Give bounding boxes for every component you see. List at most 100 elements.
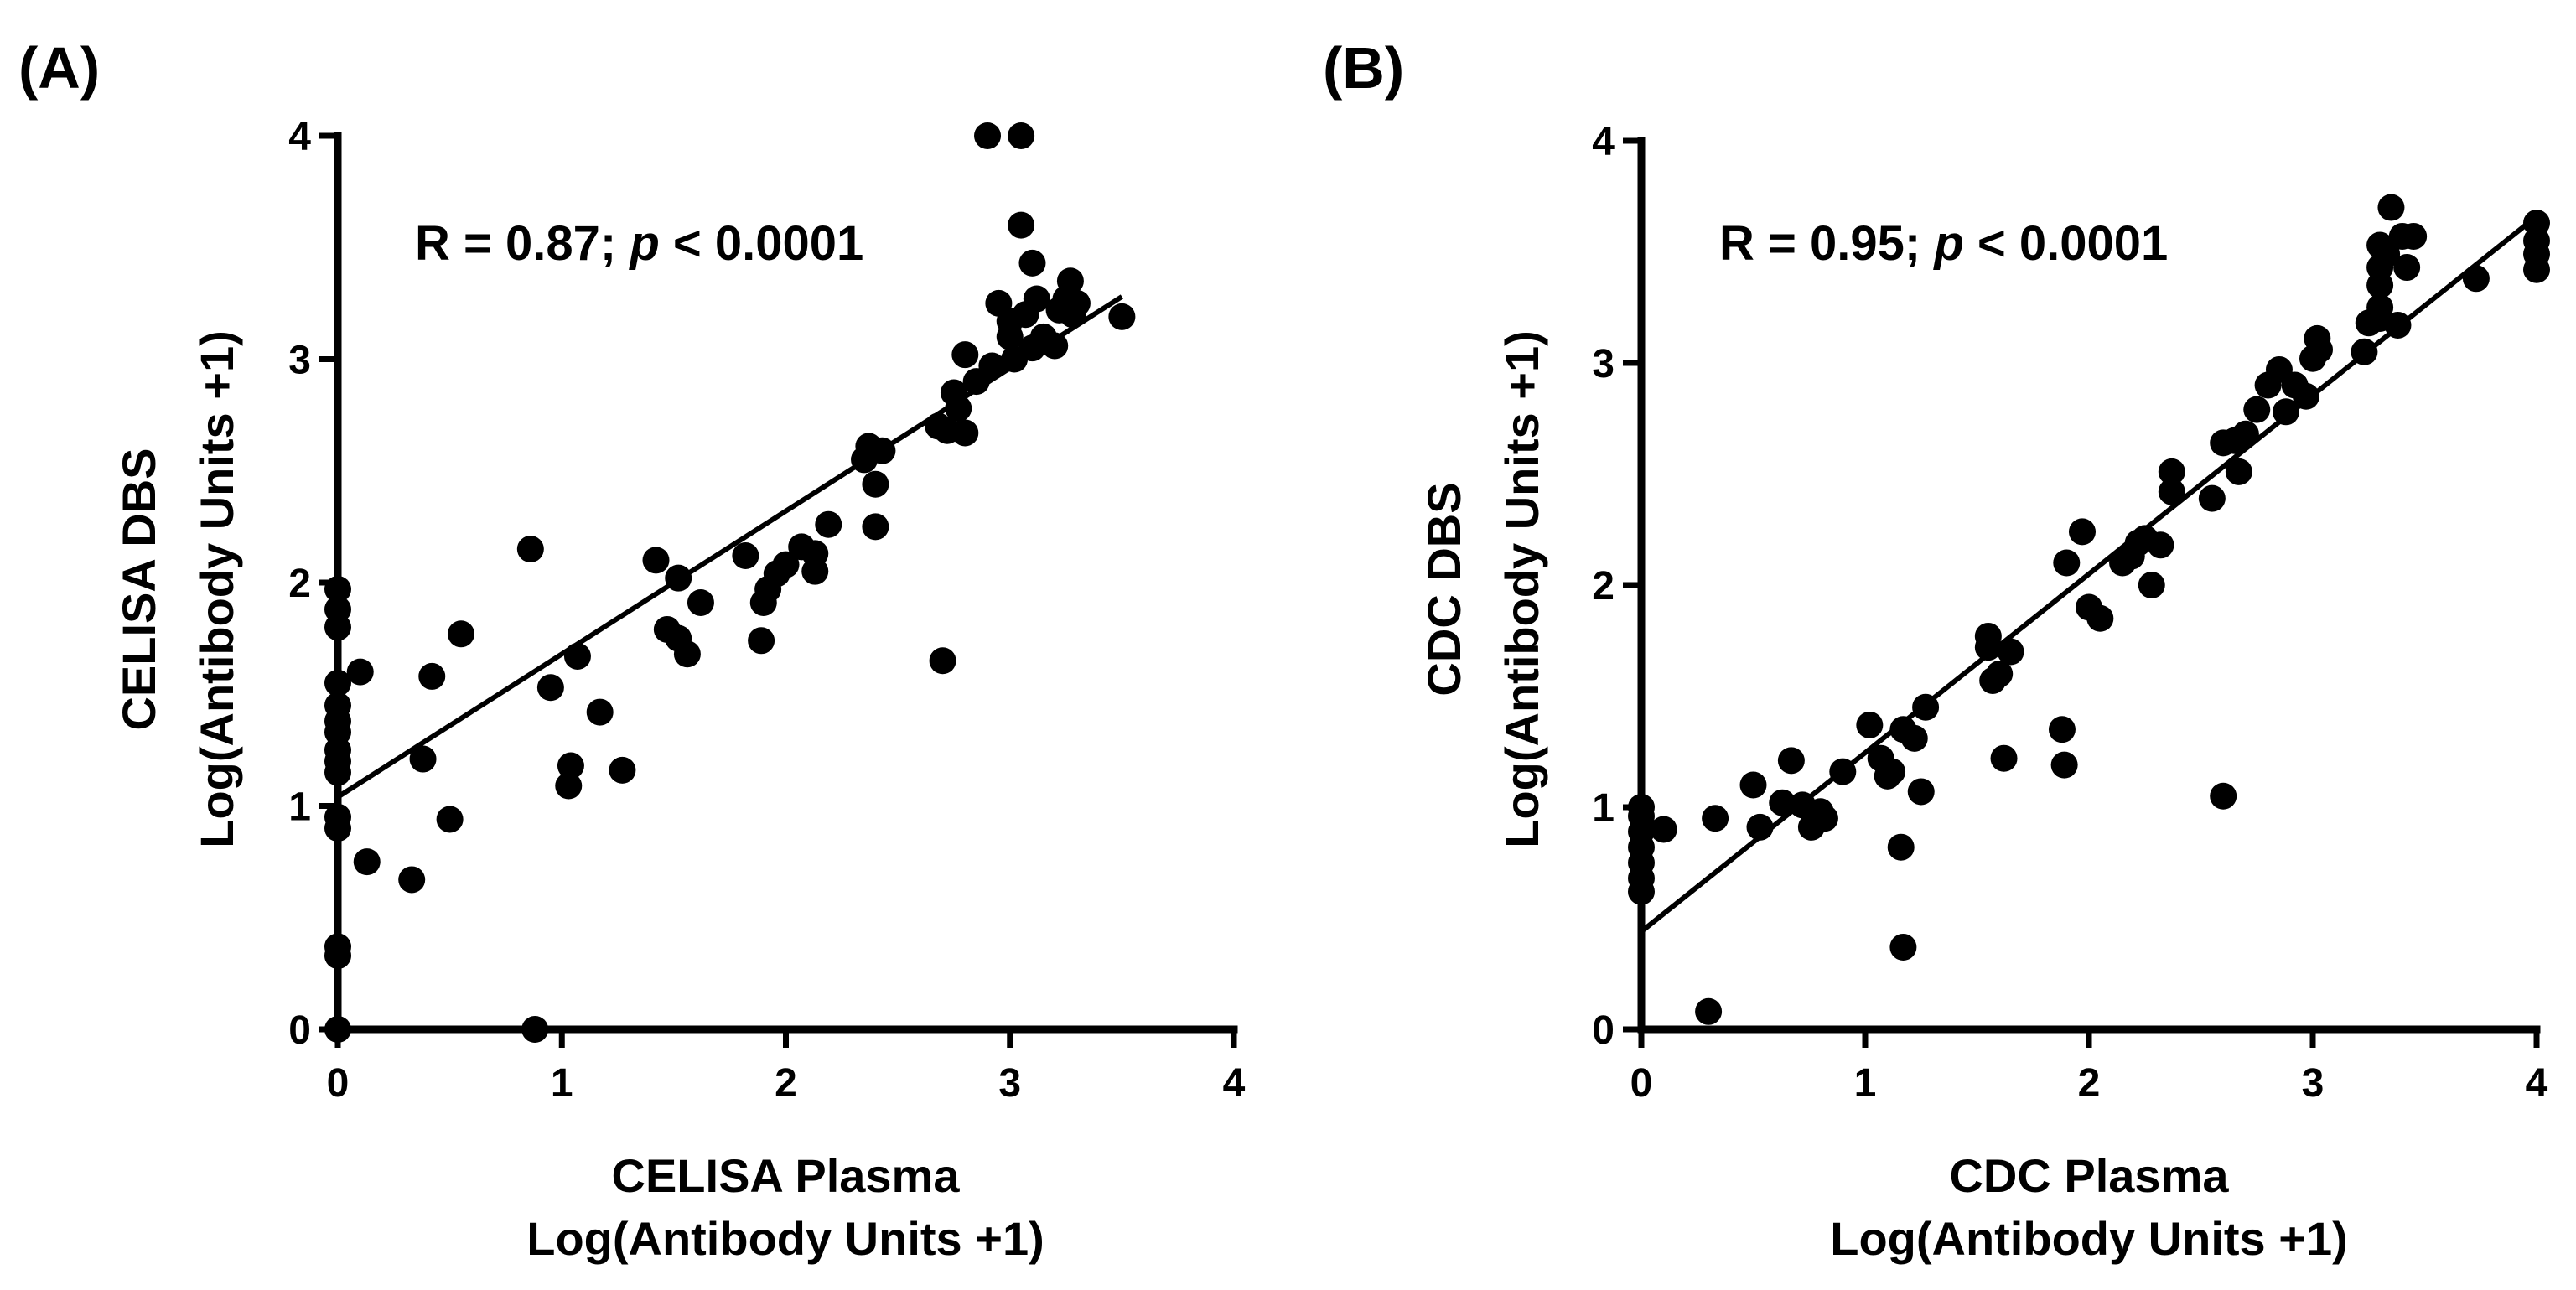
plot-area: 0 1 2 3 4 0 1 2 3 4 (1592, 120, 2550, 1106)
data-point (1650, 816, 1677, 843)
data-point (1900, 724, 1928, 752)
y-axis-title-line2: Log(Antibody Units +1) (190, 330, 243, 848)
data-point (1811, 805, 1838, 832)
data-point (2462, 265, 2490, 293)
data-point (536, 674, 564, 702)
data-point (353, 848, 381, 876)
data-point (2138, 572, 2165, 598)
data-point (2243, 396, 2271, 423)
data-point (951, 419, 979, 447)
x-tick-label: 3 (998, 1061, 1021, 1106)
data-point (945, 395, 972, 422)
data-point (732, 542, 759, 570)
data-point (609, 756, 636, 784)
y-tick-label: 1 (288, 785, 311, 830)
x-tick-label: 0 (1630, 1061, 1653, 1106)
data-point (2158, 478, 2185, 505)
data-point (1628, 794, 1655, 821)
correlation-annotation: R = 0.87; p < 0.0001 (415, 216, 863, 271)
data-point (2158, 458, 2185, 485)
data-point (1889, 933, 1917, 961)
y-tick-label: 4 (1592, 120, 1615, 164)
data-point (1108, 303, 1136, 330)
data-point (2400, 222, 2428, 250)
data-point (815, 510, 842, 538)
data-point (673, 640, 701, 668)
data-point (346, 658, 374, 686)
data-point (1018, 249, 1046, 277)
data-point (1912, 693, 1940, 721)
y-axis-title-line2: Log(Antibody Units +1) (1495, 330, 1548, 848)
data-point (563, 642, 591, 670)
data-point (586, 698, 614, 726)
data-point (1777, 747, 1805, 775)
data-point (398, 866, 426, 894)
data-point (978, 352, 1006, 380)
data-point (409, 745, 437, 773)
data-point (557, 752, 584, 780)
data-point (1056, 267, 1084, 295)
data-point (2292, 382, 2319, 410)
data-point (868, 437, 896, 464)
data-point (2377, 194, 2405, 221)
data-point (2053, 549, 2081, 577)
data-point (2351, 338, 2378, 365)
y-tick-label: 3 (1592, 342, 1615, 386)
data-point (862, 513, 889, 541)
y-tick-label: 0 (288, 1008, 311, 1053)
data-point (2393, 254, 2421, 282)
data-point (748, 627, 775, 655)
data-point (516, 536, 544, 563)
x-axis-title-line1: CELISA Plasma (612, 1149, 961, 1202)
y-axis-title-line1: CDC DBS (1418, 482, 1470, 696)
y-tick-label: 4 (288, 115, 311, 159)
data-point (1986, 661, 2014, 687)
x-tick-label: 1 (1854, 1061, 1877, 1106)
x-axis-title-line2: Log(Antibody Units +1) (526, 1212, 1044, 1265)
data-point (772, 551, 800, 578)
data-point (1702, 805, 1729, 832)
y-tick-label: 0 (1592, 1008, 1615, 1053)
y-axis-title-line1: CELISA DBS (112, 448, 165, 730)
data-point (2231, 420, 2259, 448)
x-axis-title-line2: Log(Antibody Units +1) (1830, 1212, 2348, 1265)
x-tick-label: 0 (327, 1061, 350, 1106)
data-point (418, 662, 446, 690)
data-point (2068, 518, 2096, 546)
data-point (1887, 833, 1915, 861)
data-point (2384, 311, 2412, 339)
panel-label: (A) (18, 35, 100, 101)
data-point (2147, 531, 2174, 559)
data-point (2366, 293, 2394, 321)
x-tick-label: 2 (2078, 1061, 2101, 1106)
panel-a: (A) R = 0.87; p < 0.0001 CELISA Plasma L… (18, 35, 1246, 1265)
plot-area: 0 1 2 3 4 0 1 2 3 4 (288, 115, 1245, 1106)
data-point (1041, 332, 1069, 360)
data-point (1856, 711, 1884, 738)
data-point (1023, 285, 1050, 313)
data-point (1739, 771, 1767, 799)
data-point (1746, 813, 1774, 841)
panel-b: (B) R = 0.95; p < 0.0001 CDC Plasma Log(… (1323, 35, 2550, 1265)
data-point (665, 564, 692, 592)
data-point (2306, 336, 2334, 364)
data-point (642, 547, 670, 574)
data-point (324, 692, 351, 719)
data-point (436, 806, 464, 833)
data-point (324, 1016, 351, 1043)
y-tick-label: 3 (288, 339, 311, 383)
data-point (2225, 458, 2252, 485)
panel-label: (B) (1323, 35, 1404, 101)
correlation-annotation: R = 0.95; p < 0.0001 (1719, 216, 2168, 271)
regression-line (336, 294, 1123, 800)
data-point (324, 595, 351, 623)
data-point (324, 669, 351, 697)
data-point (2050, 751, 2078, 779)
data-point (951, 341, 979, 369)
data-point (1879, 758, 1906, 785)
data-point (929, 647, 956, 675)
data-point (2272, 398, 2299, 426)
data-point (1974, 634, 2002, 661)
data-point (1008, 211, 1035, 239)
